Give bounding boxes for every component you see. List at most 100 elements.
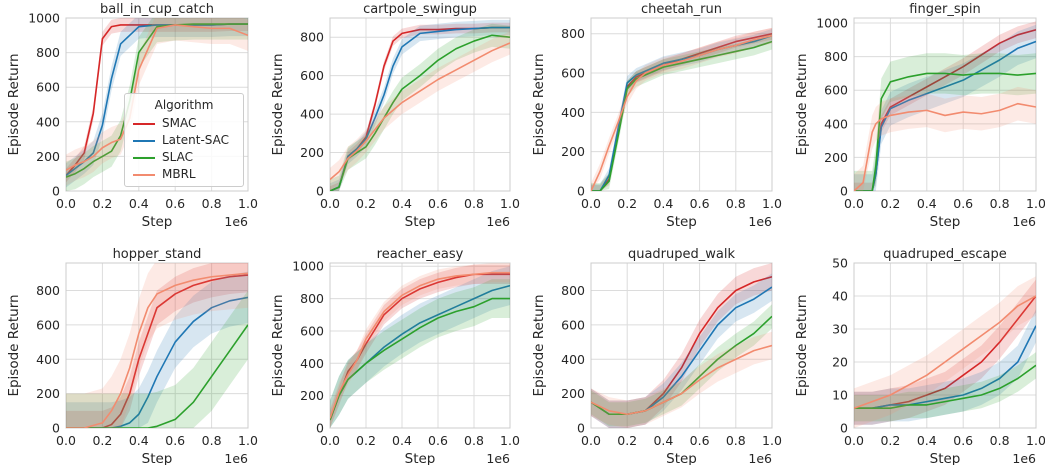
x-multiplier-label: 1e6: [224, 451, 248, 465]
x-tick-label: 0.2: [880, 433, 900, 448]
y-axis-label: Episode Return: [531, 294, 547, 396]
x-tick-label: 0.0: [56, 196, 76, 211]
x-tick-label: 1.0: [1026, 196, 1045, 211]
x-tick-label: 0.8: [726, 433, 746, 448]
y-tick-label: 0: [316, 184, 324, 199]
y-tick-label: 50: [832, 256, 848, 271]
y-tick-label: 0: [840, 421, 848, 436]
x-tick-label: 0.2: [880, 196, 900, 211]
legend-item-smac: SMAC: [133, 115, 196, 131]
y-axis-label: Episode Return: [531, 53, 547, 155]
y-tick-label: 1000: [28, 11, 60, 26]
x-tick-label: 0.6: [428, 433, 448, 448]
band-slac: [591, 33, 772, 191]
y-tick-label: 200: [824, 150, 848, 165]
subplot-title: hopper_stand: [113, 247, 202, 262]
legend-item-slac: SLAC: [133, 149, 193, 165]
x-axis-label: Step: [930, 214, 961, 230]
band-latent-sac: [854, 309, 1036, 425]
band-mbrl: [66, 263, 248, 428]
y-tick-label: 600: [36, 80, 60, 95]
x-tick-label: 1.0: [762, 433, 782, 448]
y-axis-label: Episode Return: [794, 294, 810, 396]
band-latent-sac: [854, 24, 1036, 191]
plot-border: [65, 262, 249, 429]
line-latent-sac: [330, 26, 510, 191]
band-smac: [591, 263, 772, 428]
band-mbrl: [591, 331, 772, 428]
line-mbrl: [66, 272, 248, 428]
x-tick-label: 0.8: [990, 433, 1010, 448]
x-tick-label: 0.2: [92, 433, 112, 448]
y-tick-label: 600: [561, 66, 585, 81]
band-slac: [66, 290, 248, 428]
series-group: [854, 276, 1036, 428]
band-smac: [854, 279, 1036, 425]
x-tick-label: 0.0: [581, 433, 601, 448]
legend-swatch-latent-sac: [133, 139, 155, 142]
x-tick-label: 0.0: [320, 196, 340, 211]
x-axis-label: Step: [405, 214, 436, 230]
legend-title: Algorithm: [154, 98, 214, 112]
y-tick-label: 600: [300, 323, 324, 338]
x-tick-label: 0.6: [953, 433, 973, 448]
y-tick-label: 400: [300, 356, 324, 371]
x-axis-label: Step: [666, 451, 697, 465]
y-tick-label: 0: [840, 184, 848, 199]
legend-label: SLAC: [162, 150, 193, 164]
subplot-finger-spin: 0.0 0.2 0.4 0.6 0.8 1.0 0 200 400 600 800 1000 finge…: [794, 2, 1045, 230]
x-multiplier-label: 1e6: [486, 214, 510, 229]
y-tick-label: 1000: [292, 259, 324, 274]
plot-border: [853, 262, 1037, 429]
y-tick-label: 800: [36, 283, 60, 298]
subplot-title: finger_spin: [909, 2, 980, 17]
y-tick-label: 200: [300, 145, 324, 160]
plot-border: [65, 17, 249, 192]
x-tick-label: 0.4: [392, 433, 412, 448]
x-axis-label: Step: [405, 451, 436, 465]
x-tick-label: 1.0: [1026, 433, 1045, 448]
x-tick-label: 0.2: [356, 433, 376, 448]
x-tick-label: 0.4: [653, 196, 673, 211]
y-tick-label: 1000: [816, 16, 848, 31]
band-mbrl: [330, 31, 510, 191]
x-tick-label: 0.4: [129, 196, 149, 211]
subplot-title: cheetah_run: [641, 2, 722, 17]
x-tick-label: 0.6: [690, 196, 710, 211]
y-tick-label: 0: [316, 421, 324, 436]
y-tick-label: 0: [52, 184, 60, 199]
x-tick-label: 0.8: [202, 433, 222, 448]
y-axis-label: Episode Return: [794, 53, 810, 155]
series-group: [591, 263, 772, 428]
band-mbrl: [66, 18, 248, 186]
x-tick-label: 0.2: [92, 196, 112, 211]
plot-border: [590, 17, 773, 192]
band-slac: [854, 352, 1036, 422]
x-tick-label: 0.0: [581, 196, 601, 211]
x-tick-label: 0.4: [129, 433, 149, 448]
line-slac: [66, 324, 248, 428]
y-tick-label: 600: [824, 83, 848, 98]
subplot-cheetah-run: 0.0 0.2 0.4 0.6 0.8 1.0 0 200 400 600 800 cheetah_r…: [531, 2, 782, 230]
y-tick-label: 200: [36, 386, 60, 401]
plot-area: [854, 18, 1036, 191]
y-tick-label: 200: [36, 149, 60, 164]
series-group: [66, 18, 248, 191]
y-tick-label: 400: [36, 352, 60, 367]
y-tick-label: 10: [832, 388, 848, 403]
x-tick-label: 0.2: [617, 196, 637, 211]
x-tick-label: 0.0: [844, 196, 864, 211]
plot-border: [329, 262, 511, 429]
series-group: [330, 19, 510, 191]
x-tick-label: 0.4: [917, 196, 937, 211]
y-tick-label: 400: [36, 114, 60, 129]
plot-border: [853, 17, 1037, 192]
line-mbrl: [330, 42, 510, 181]
x-tick-label: 0.8: [990, 196, 1010, 211]
y-tick-label: 800: [824, 49, 848, 64]
legend-swatch-slac: [133, 156, 155, 159]
band-latent-sac: [66, 271, 248, 428]
x-tick-label: 0.4: [653, 433, 673, 448]
y-axis-label: Episode Return: [6, 294, 22, 396]
